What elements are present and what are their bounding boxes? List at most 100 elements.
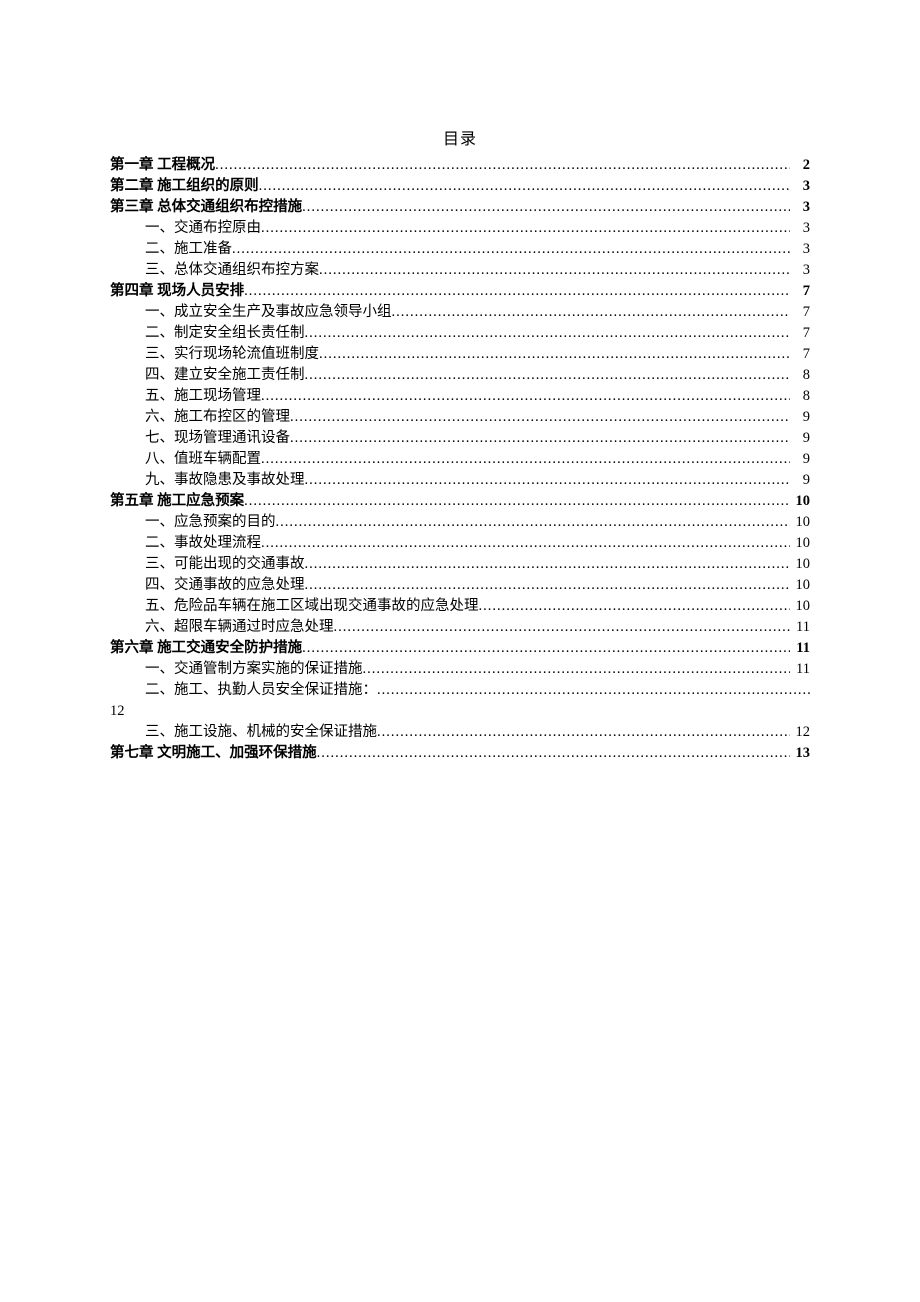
toc-dots	[244, 281, 790, 302]
toc-entry-sub: 二、制定安全组长责任制 7	[110, 323, 810, 344]
toc-entry-text: 一、成立安全生产及事故应急领导小组	[145, 302, 392, 323]
toc-entry-text: 六、施工布控区的管理	[145, 407, 290, 428]
toc-entry-page: 2	[790, 155, 810, 176]
toc-entry-page: 7	[790, 281, 810, 302]
toc-entry-chapter: 第四章 现场人员安排 7	[110, 281, 810, 302]
toc-dots	[302, 638, 790, 659]
toc-entry-page: 11	[790, 617, 810, 638]
toc-entry-sub: 七、现场管理通讯设备9	[110, 428, 810, 449]
toc-dots	[363, 659, 791, 680]
toc-entry-page: 12	[110, 701, 810, 722]
toc-dots	[305, 470, 791, 491]
toc-entry-text: 一、应急预案的目的	[145, 512, 276, 533]
toc-entry-sub: 三、实行现场轮流值班制度7	[110, 344, 810, 365]
toc-entry-text: 第一章 工程概况	[110, 155, 215, 176]
toc-entry-chapter: 第三章 总体交通组织布控措施3	[110, 197, 810, 218]
toc-entry-page: 10	[790, 491, 811, 512]
toc-entry-text: 三、施工设施、机械的安全保证措施	[145, 722, 377, 743]
toc-entry-sub: 二、施工准备 3	[110, 239, 810, 260]
toc-entry-text: 第七章 文明施工、加强环保措施	[110, 743, 317, 764]
toc-dots	[334, 617, 791, 638]
toc-entry-sub: 五、施工现场管理 8	[110, 386, 810, 407]
toc-entry-chapter: 第五章 施工应急预案 10	[110, 491, 810, 512]
toc-entry-text: 第四章 现场人员安排	[110, 281, 244, 302]
toc-entry-text: 二、事故处理流程	[145, 533, 261, 554]
toc-dots	[259, 176, 790, 197]
toc-entry-sub: 一、交通管制方案实施的保证措施11	[110, 659, 810, 680]
toc-dots	[261, 449, 790, 470]
toc-dots	[261, 533, 790, 554]
toc-entry-page: 10	[790, 512, 811, 533]
toc-entry-chapter: 第六章 施工交通安全防护措施 11	[110, 638, 810, 659]
toc-entry-sub: 四、建立安全施工责任制 8	[110, 365, 810, 386]
toc-entry-page: 9	[790, 449, 810, 470]
toc-dots	[302, 197, 790, 218]
toc-entry-text: 九、事故隐患及事故处理	[145, 470, 305, 491]
toc-dots	[232, 239, 790, 260]
toc-entry-page: 9	[790, 470, 810, 491]
toc-entry-text: 二、施工、执勤人员安全保证措施：	[145, 680, 377, 701]
toc-entry-text: 四、交通事故的应急处理	[145, 575, 305, 596]
toc-entry-page: 10	[790, 575, 811, 596]
toc-entry-sub: 三、施工设施、机械的安全保证措施12	[110, 722, 810, 743]
toc-dots	[244, 491, 789, 512]
toc-entry-text: 第二章 施工组织的原则	[110, 176, 259, 197]
toc-entry-text: 第六章 施工交通安全防护措施	[110, 638, 302, 659]
toc-entry-text: 五、危险品车辆在施工区域出现交通事故的应急处理	[145, 596, 479, 617]
toc-entry-page: 8	[790, 365, 810, 386]
toc-entry-text: 二、施工准备	[145, 239, 232, 260]
toc-entry-sub: 二、施工、执勤人员安全保证措施：	[110, 680, 810, 701]
toc-entry-sub: 二、事故处理流程 10	[110, 533, 810, 554]
toc-entry-page: 3	[790, 176, 810, 197]
toc-dots	[319, 260, 790, 281]
toc-entry-page: 11	[790, 638, 810, 659]
toc-entry-chapter: 第七章 文明施工、加强环保措施13	[110, 743, 810, 764]
toc-entry-page: 9	[790, 407, 810, 428]
toc-entry-text: 第三章 总体交通组织布控措施	[110, 197, 302, 218]
toc-dots	[377, 722, 790, 743]
toc-entry-text: 六、超限车辆通过时应急处理	[145, 617, 334, 638]
toc-entry-page: 10	[790, 554, 811, 575]
toc-entry-chapter: 第一章 工程概况 2	[110, 155, 810, 176]
toc-dots	[317, 743, 790, 764]
toc-dots	[392, 302, 791, 323]
toc-entry-page: 9	[790, 428, 810, 449]
toc-entry-sub: 六、超限车辆通过时应急处理 11	[110, 617, 810, 638]
toc-dots	[479, 596, 790, 617]
toc-entry-sub: 一、应急预案的目的 10	[110, 512, 810, 533]
toc-entry-text: 一、交通布控原由	[145, 218, 261, 239]
toc-entry-sub: 六、施工布控区的管理 9	[110, 407, 810, 428]
toc-entry-text: 五、施工现场管理	[145, 386, 261, 407]
toc-entry-text: 四、建立安全施工责任制	[145, 365, 305, 386]
toc-entry-page: 3	[790, 260, 810, 281]
toc-entry-chapter: 第二章 施工组织的原则 3	[110, 176, 810, 197]
toc-entry-text: 八、值班车辆配置	[145, 449, 261, 470]
toc-entry-text: 三、总体交通组织布控方案	[145, 260, 319, 281]
toc-dots	[290, 407, 790, 428]
toc-dots	[215, 155, 790, 176]
toc-entry-text: 三、可能出现的交通事故	[145, 554, 305, 575]
toc-entry-sub: 三、可能出现的交通事故 10	[110, 554, 810, 575]
toc-entry-page: 7	[790, 323, 810, 344]
toc-dots	[276, 512, 790, 533]
toc-entry-page: 11	[790, 659, 810, 680]
toc-dots	[261, 386, 790, 407]
toc-entry-page: 8	[790, 386, 810, 407]
toc-entry-sub: 四、交通事故的应急处理 10	[110, 575, 810, 596]
toc-entry-sub: 五、危险品车辆在施工区域出现交通事故的应急处理10	[110, 596, 810, 617]
toc-dots	[377, 680, 810, 701]
toc-entry-text: 二、制定安全组长责任制	[145, 323, 305, 344]
toc-title: 目录	[110, 125, 810, 149]
toc-entry-page: 7	[790, 302, 810, 323]
toc-entry-sub: 八、值班车辆配置 9	[110, 449, 810, 470]
toc-entry-sub: 一、交通布控原由3	[110, 218, 810, 239]
toc-entry-text: 三、实行现场轮流值班制度	[145, 344, 319, 365]
toc-dots	[290, 428, 790, 449]
toc-entry-page: 10	[790, 533, 811, 554]
toc-dots	[305, 575, 790, 596]
toc-dots	[319, 344, 790, 365]
toc-dots	[305, 323, 791, 344]
toc-entry-text: 第五章 施工应急预案	[110, 491, 244, 512]
toc-entry-sub: 三、总体交通组织布控方案 3	[110, 260, 810, 281]
toc-dots	[305, 554, 790, 575]
